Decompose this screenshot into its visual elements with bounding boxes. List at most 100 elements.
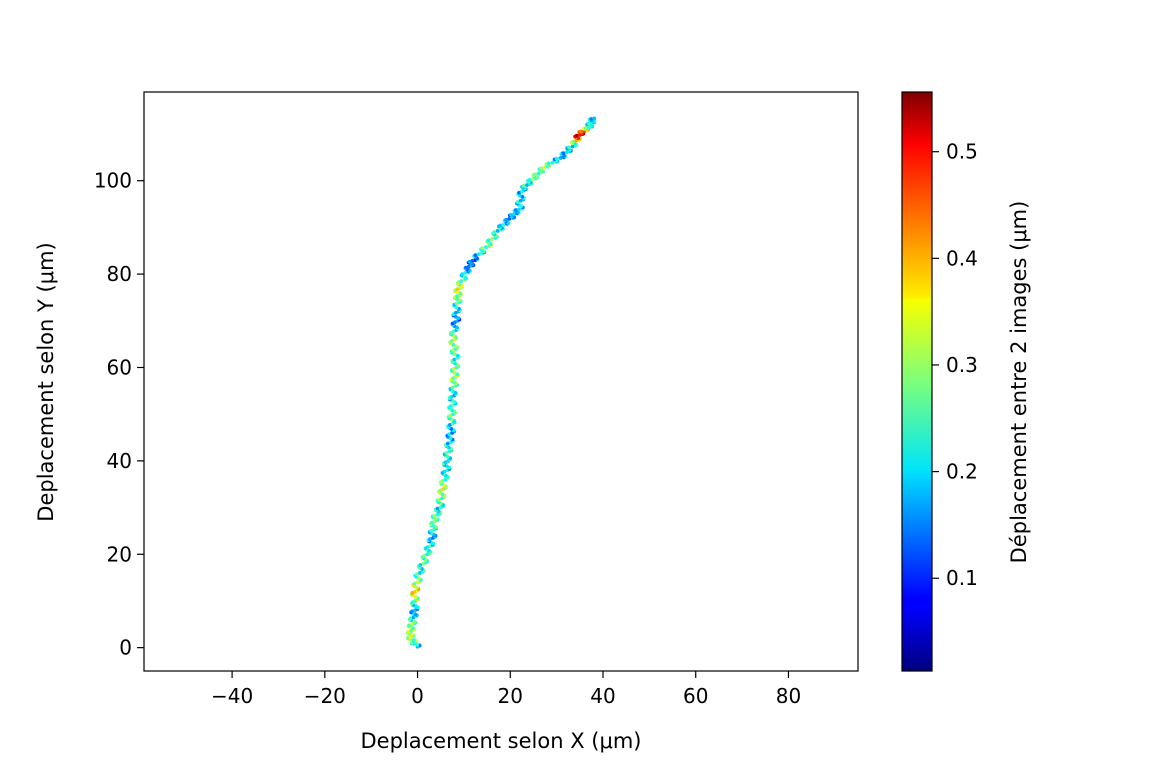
trajectory-point <box>425 545 430 550</box>
colorbar-tick-label: 0.4 <box>946 246 978 270</box>
trajectory-point <box>473 253 478 257</box>
trajectory-point <box>476 252 481 256</box>
colorbar-ticks: 0.1 0.2 0.3 0.4 0.5 <box>932 140 978 590</box>
trajectory-point <box>583 126 588 130</box>
trajectory-point <box>428 537 432 541</box>
trajectory-point <box>453 310 458 315</box>
trajectory-point <box>418 563 423 567</box>
trajectory-point <box>460 272 465 277</box>
trajectory-point <box>513 208 518 212</box>
trajectory-point <box>455 353 460 358</box>
trajectory-point <box>429 529 433 533</box>
trajectory-point <box>432 513 437 518</box>
trajectory-point <box>440 478 445 483</box>
y-tick-label: 100 <box>94 169 132 193</box>
trajectory-point <box>550 160 555 165</box>
y-axis-ticks: 0 20 40 60 80 100 <box>94 169 144 660</box>
colorbar <box>901 91 933 672</box>
trajectory-point <box>489 237 494 241</box>
trajectory-point <box>450 385 455 390</box>
trajectory-point <box>546 161 551 166</box>
trajectory-point <box>554 156 559 161</box>
x-tick-label: −20 <box>304 684 346 708</box>
trajectory-point <box>418 571 422 575</box>
colorbar-tick-label: 0.3 <box>946 353 978 377</box>
y-tick-label: 40 <box>107 449 132 473</box>
trajectory-point <box>539 166 543 171</box>
trajectory-point <box>437 497 442 502</box>
trajectory-point <box>449 404 453 409</box>
trajectory-point <box>415 642 420 647</box>
trajectory-point <box>456 280 461 285</box>
trajectory-point <box>567 145 571 150</box>
trajectory-point <box>509 212 513 217</box>
trajectory-point <box>444 450 449 455</box>
trajectory-point <box>570 144 575 149</box>
trajectory-point <box>579 129 584 134</box>
x-tick-label: 40 <box>590 684 615 708</box>
trajectory-points <box>405 116 597 649</box>
trajectory-point <box>574 133 579 138</box>
trajectory-point <box>498 223 503 228</box>
y-tick-label: 80 <box>107 262 132 286</box>
trajectory-point <box>452 366 456 371</box>
y-tick-label: 20 <box>107 542 132 566</box>
trajectory-point <box>480 246 485 250</box>
trajectory-point <box>592 116 597 121</box>
trajectory-point <box>410 609 415 614</box>
trajectory-point <box>495 229 500 233</box>
trajectory-point <box>463 271 468 275</box>
y-axis-label: Deplacement selon Y (μm) <box>34 242 58 521</box>
trajectory-point <box>442 469 447 474</box>
x-axis-label: Deplacement selon X (μm) <box>361 729 642 753</box>
trajectory-point <box>517 207 521 212</box>
trajectory-point <box>504 217 508 222</box>
x-tick-label: 80 <box>776 684 801 708</box>
trajectory-point <box>486 238 491 243</box>
trajectory-point <box>586 121 591 126</box>
trajectory-point <box>447 432 452 437</box>
trajectory-point <box>533 172 538 177</box>
trajectory-point <box>571 139 576 144</box>
trajectory-point <box>542 165 547 170</box>
trajectory-point <box>454 301 459 306</box>
trajectory-point <box>448 413 453 418</box>
trajectory-point <box>411 638 416 642</box>
trajectory-point <box>451 376 456 381</box>
trajectory-point <box>445 441 450 446</box>
trajectory-point <box>412 581 417 586</box>
trajectory-point <box>492 230 497 234</box>
trajectory-point <box>558 156 563 160</box>
colorbar-label: Déplacement entre 2 images (μm) <box>1007 201 1031 564</box>
colorbar-tick-label: 0.5 <box>946 140 978 164</box>
trajectory-point <box>448 422 452 427</box>
trajectory-point <box>453 320 457 325</box>
x-axis-ticks: −40 −20 0 20 40 60 80 <box>211 671 801 708</box>
trajectory-point <box>467 259 472 264</box>
colorbar-tick-label: 0.1 <box>946 566 978 590</box>
trajectory-point <box>470 259 475 263</box>
trajectory-point <box>483 245 488 249</box>
plot-frame <box>143 91 859 672</box>
trajectory-point <box>451 329 456 334</box>
trajectory-point <box>521 183 526 188</box>
trajectory-point <box>466 264 471 269</box>
trajectory-point <box>530 177 535 182</box>
trajectory-point <box>507 217 512 221</box>
x-tick-label: 60 <box>683 684 708 708</box>
trajectory-point <box>536 171 541 176</box>
trajectory-point <box>589 117 594 121</box>
trajectory-point <box>443 460 448 465</box>
colorbar-tick-label: 0.2 <box>946 460 978 484</box>
y-tick-label: 0 <box>119 636 132 660</box>
trajectory-point <box>435 506 440 511</box>
trajectory-point <box>564 150 569 155</box>
x-tick-label: 0 <box>411 684 424 708</box>
trajectory-point <box>501 222 506 227</box>
trajectory-point <box>527 178 532 182</box>
trajectory-point <box>454 344 458 349</box>
trajectory-point <box>452 357 457 362</box>
trajectory-point <box>429 520 434 525</box>
